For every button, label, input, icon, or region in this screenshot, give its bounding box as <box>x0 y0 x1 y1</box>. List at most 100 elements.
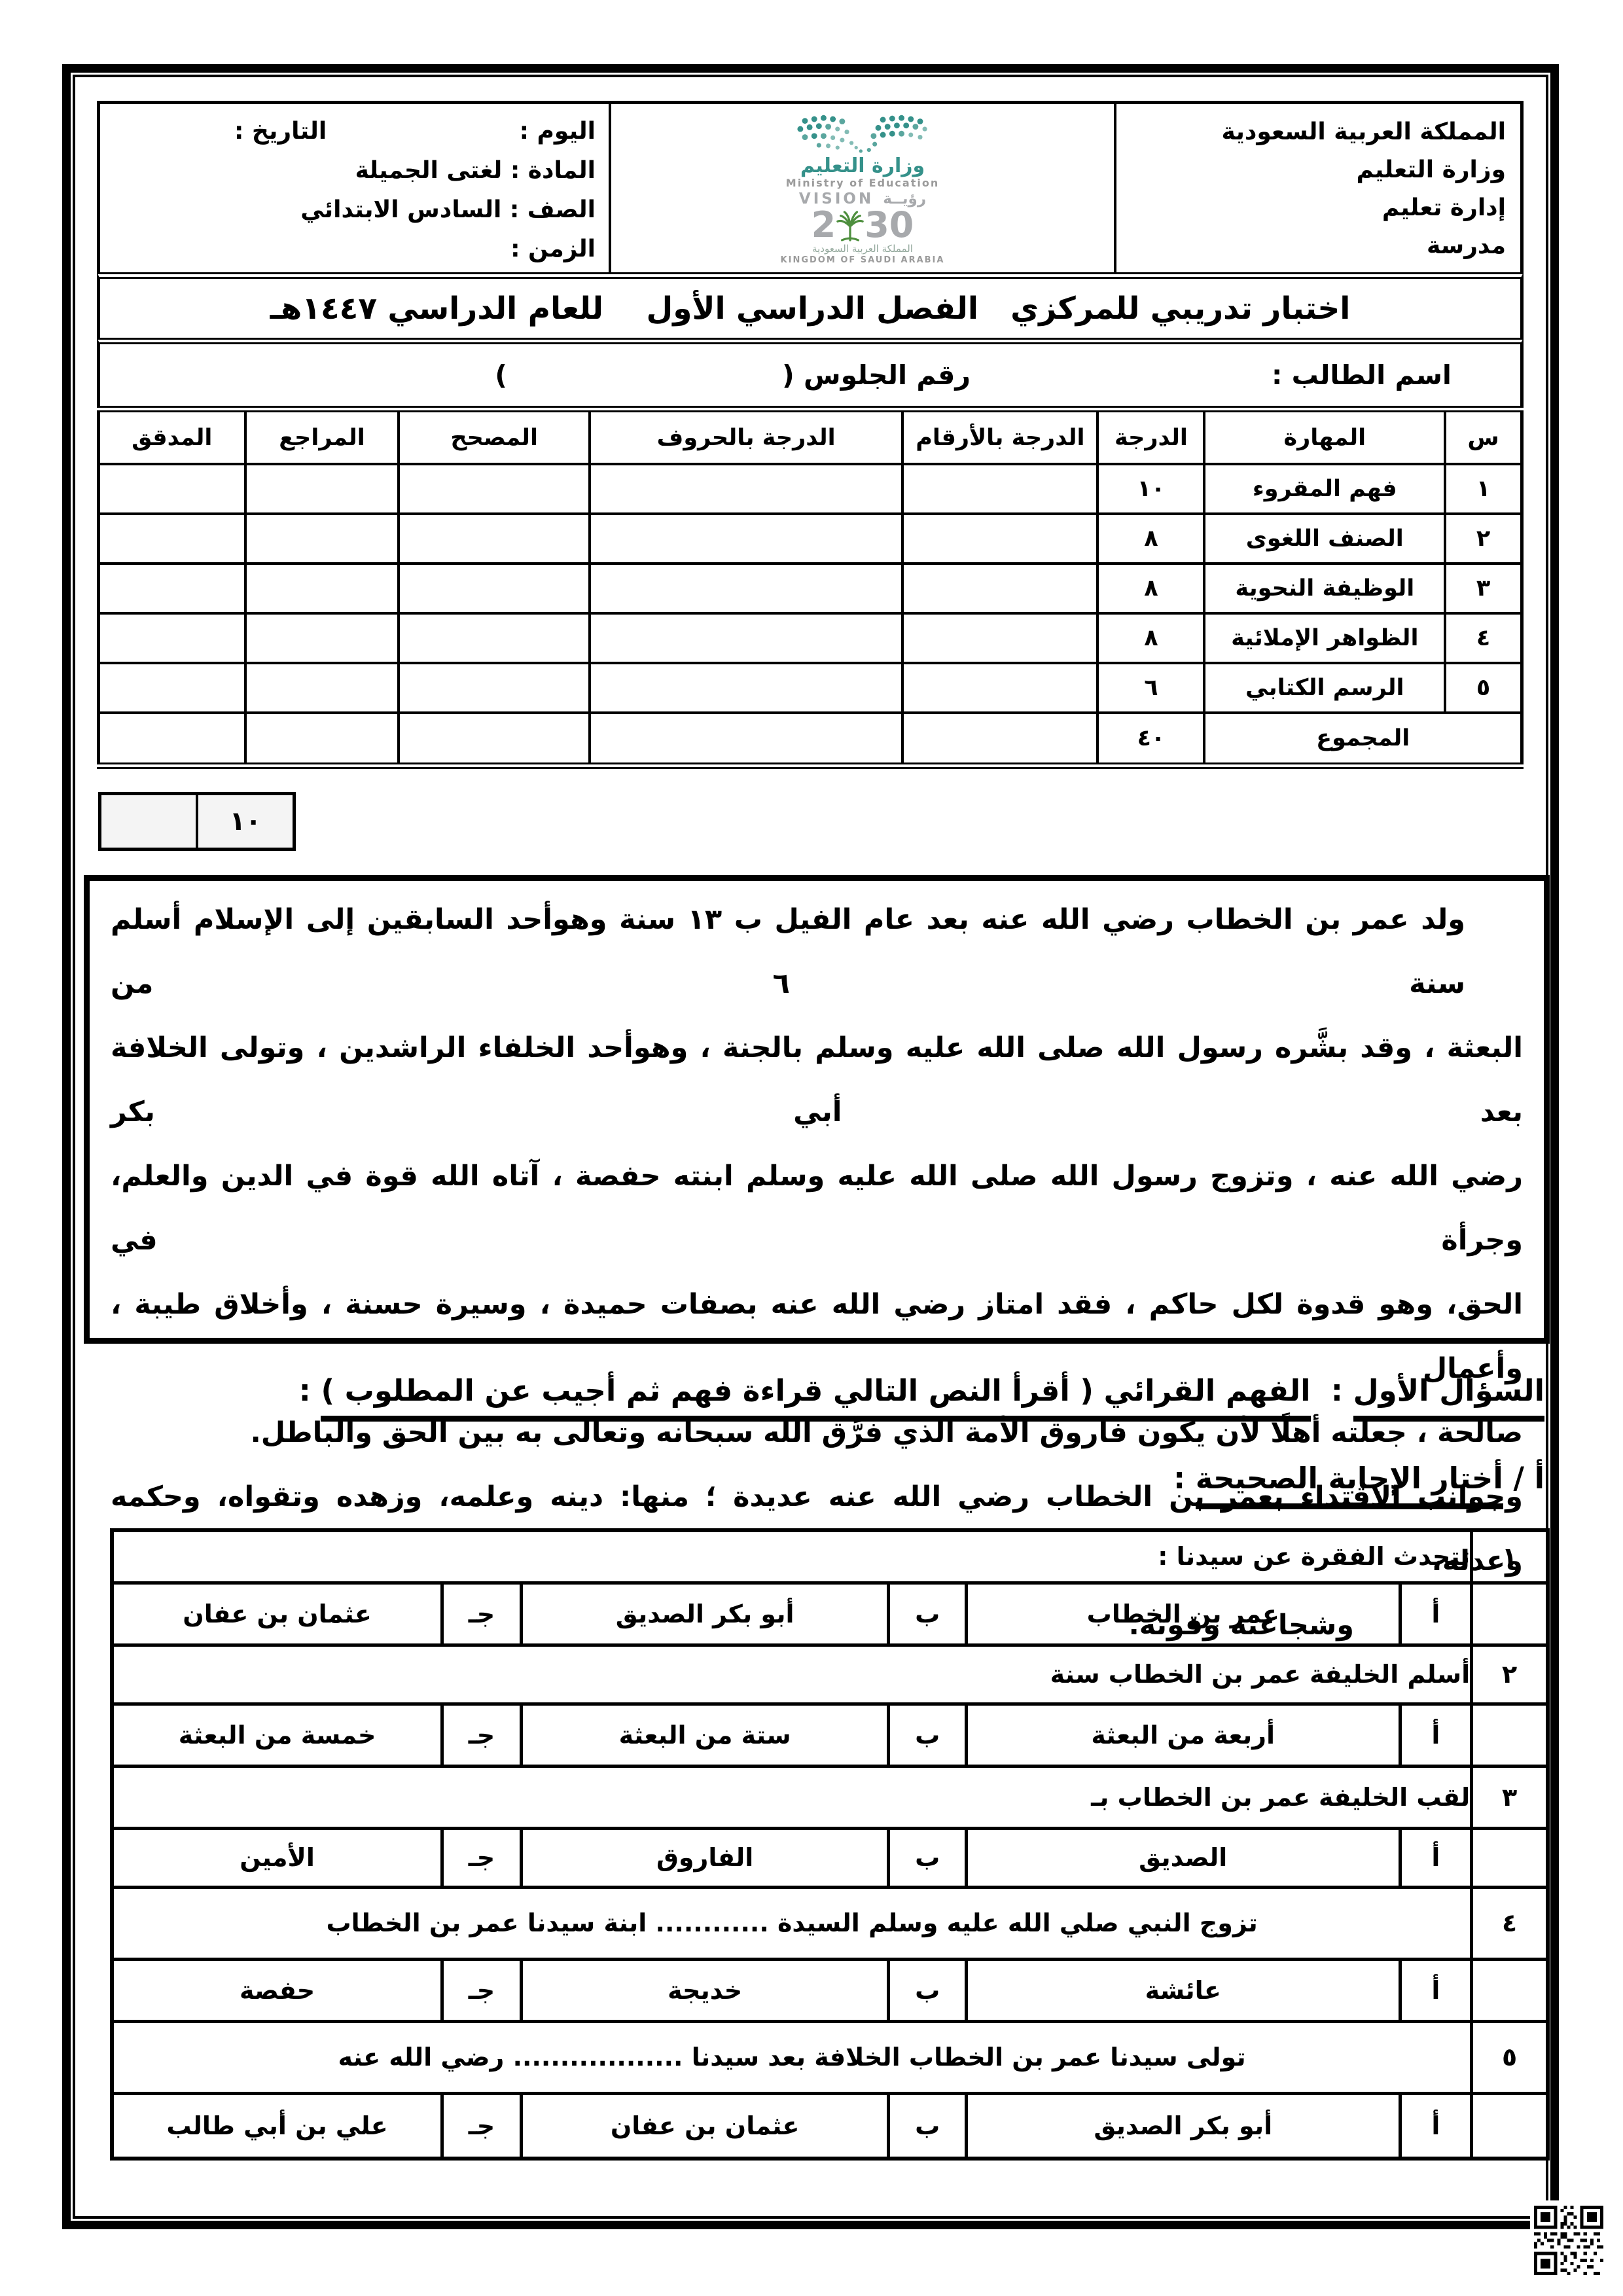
blank-cell <box>97 711 247 767</box>
choose-answer-heading: أ / أختار الإجابة الصحيحة : <box>84 1461 1550 1509</box>
question-one-label: السؤال الأول <box>1353 1373 1544 1422</box>
question-number: ٣ <box>1470 1764 1550 1830</box>
mcq-q4-options: أ عائشة ب خديجة جـ حفصة <box>110 1957 1550 2023</box>
day-date-row: اليوم : التاريخ : <box>100 112 596 151</box>
blank-cell <box>243 562 401 615</box>
blank-cell <box>588 512 904 565</box>
blank-cell <box>1470 1581 1550 1647</box>
blank-cell <box>97 612 247 664</box>
skills-table: س المهارة الدرجة الدرجة بالأرقام الدرجة … <box>97 406 1524 769</box>
header-kingdom-cell: المملكة العربية السعودية وزارة التعليم إ… <box>1116 104 1520 272</box>
day-label: اليوم : <box>519 118 596 145</box>
option-b: عثمان بن عفان <box>519 2091 891 2161</box>
blank-cell <box>243 711 401 767</box>
question-text: تزوج النبي صلي الله عليه وسلم السيدة ...… <box>110 1885 1474 1961</box>
total-label: المجموع <box>1203 711 1524 767</box>
row-skill: فهم المقروء <box>1203 463 1447 515</box>
question-number: ٤ <box>1470 1885 1550 1961</box>
option-b: خديجة <box>519 1957 891 2023</box>
passage-line: صالحة ، جعلته أهلًا لأن يكون فاروق الأمة… <box>250 1416 1523 1449</box>
logo-year-30: 30 <box>865 204 914 245</box>
option-letter-b: ب <box>887 2091 968 2161</box>
header-info-cell: اليوم : التاريخ : المادة : لغتى الجميلة … <box>100 104 611 272</box>
skills-header-row: س المهارة الدرجة الدرجة بالأرقام الدرجة … <box>97 408 1524 465</box>
option-a: أربعة من البعثة <box>964 1702 1402 1768</box>
option-letter-a: أ <box>1398 1581 1474 1647</box>
row-grade: ٦ <box>1096 662 1206 714</box>
option-letter-c: جـ <box>440 1702 523 1768</box>
blank-cell <box>97 463 247 515</box>
heading-end-colon: : <box>298 1373 321 1408</box>
skills-row-2: ٢ الصنف اللغوى ٨ <box>97 512 1524 565</box>
qr-code-icon <box>1530 2200 1607 2280</box>
mcq-q5-row: ٥ تولى سيدنا عمر بن الخطاب الخلافة بعد س… <box>110 2019 1550 2095</box>
passage-line: ولد عمر بن الخطاب رضي الله عنه بعد عام ا… <box>111 903 1465 1000</box>
option-letter-b: ب <box>887 1581 968 1647</box>
row-grade: ١٠ <box>1096 463 1206 515</box>
col-header-corrector: المصحح <box>397 408 591 465</box>
blank-cell <box>1470 1957 1550 2023</box>
blank-cell <box>97 562 247 615</box>
option-a: عائشة <box>964 1957 1402 2023</box>
subject-line: المادة : لغتى الجميلة <box>355 157 596 184</box>
col-header-num: س <box>1444 408 1524 465</box>
blank-cell <box>243 463 401 515</box>
question-number: ٢ <box>1470 1643 1550 1706</box>
row-num: ١ <box>1444 463 1524 515</box>
option-b: أبو بكر الصديق <box>519 1581 891 1647</box>
skills-row-1: ١ فهم المقروء ١٠ <box>97 463 1524 515</box>
row-num: ٤ <box>1444 612 1524 664</box>
logo-vision-en: VISION <box>798 190 874 207</box>
question-text: تتحدث الفقرة عن سيدنا : <box>110 1528 1474 1585</box>
row-skill: الصنف اللغوى <box>1203 512 1447 565</box>
blank-cell <box>901 512 1099 565</box>
col-header-grade-numbers: الدرجة بالأرقام <box>901 408 1099 465</box>
option-letter-a: أ <box>1398 1702 1474 1768</box>
logo-kingdom-arabic: المملكة العربية السعودية <box>812 242 913 255</box>
sub-label: أختار الإجابة الصحيحة <box>1195 1461 1503 1509</box>
blank-cell <box>588 711 904 767</box>
option-letter-c: جـ <box>440 2091 523 2161</box>
question-text: أسلم الخليفة عمر بن الخطاب سنة <box>110 1643 1474 1706</box>
passage-line: رضي الله عنه ، وتزوج رسول الله صلى الله … <box>111 1160 1523 1257</box>
logo-year-2: 2 <box>811 204 836 245</box>
row-skill: الوظيفة النحوية <box>1203 562 1447 615</box>
row-skill: الرسم الكتابي <box>1203 662 1447 714</box>
col-header-auditor: المدقق <box>97 408 247 465</box>
logo-vision-row: VISION رؤيــة <box>799 190 926 208</box>
skills-row-5: ٥ الرسم الكتابي ٦ <box>97 662 1524 714</box>
seat-label: رقم الجلوس ( <box>782 359 971 391</box>
option-letter-a: أ <box>1398 1957 1474 2023</box>
row-grade: ٨ <box>1096 512 1206 565</box>
total-value: ٤٠ <box>1096 711 1206 767</box>
option-letter-a: أ <box>1398 2091 1474 2161</box>
question-text: لقب الخليفة عمر بن الخطاب بـ <box>110 1764 1474 1830</box>
blank-cell <box>901 562 1099 615</box>
edu-admin-line: إدارة تعليم <box>1382 194 1506 221</box>
blank-cell <box>588 612 904 664</box>
student-name-label: اسم الطالب : <box>1271 359 1452 391</box>
header-table: المملكة العربية السعودية وزارة التعليم إ… <box>97 101 1524 272</box>
blank-cell <box>397 662 591 714</box>
option-c: خمسة من البعثة <box>110 1702 444 1768</box>
score-earned-blank <box>101 795 196 848</box>
student-row: اسم الطالب : رقم الجلوس ( ) <box>97 338 1524 406</box>
blank-cell <box>397 562 591 615</box>
option-b: الفاروق <box>519 1826 891 1889</box>
blank-cell <box>1470 1702 1550 1768</box>
mcq-q1-row: ١ تتحدث الفقرة عن سيدنا : <box>110 1528 1550 1585</box>
blank-cell <box>901 612 1099 664</box>
question-number: ١ <box>1470 1528 1550 1585</box>
option-a: الصديق <box>964 1826 1402 1889</box>
mcq-q5-options: أ أبو بكر الصديق ب عثمان بن عفان جـ علي … <box>110 2091 1550 2161</box>
blank-cell <box>588 562 904 615</box>
palm-emblem-icon <box>836 210 864 242</box>
logo-vision-ar: رؤيــة <box>883 190 927 207</box>
time-label: الزمن : <box>510 236 596 262</box>
col-header-skill: المهارة <box>1203 408 1447 465</box>
blank-cell <box>901 463 1099 515</box>
exam-title: اختبار تدريبي للمركزي الفصل الدراسي الأو… <box>97 272 1524 338</box>
option-letter-c: جـ <box>440 1581 523 1647</box>
sub-prefix: أ / <box>1503 1461 1544 1496</box>
